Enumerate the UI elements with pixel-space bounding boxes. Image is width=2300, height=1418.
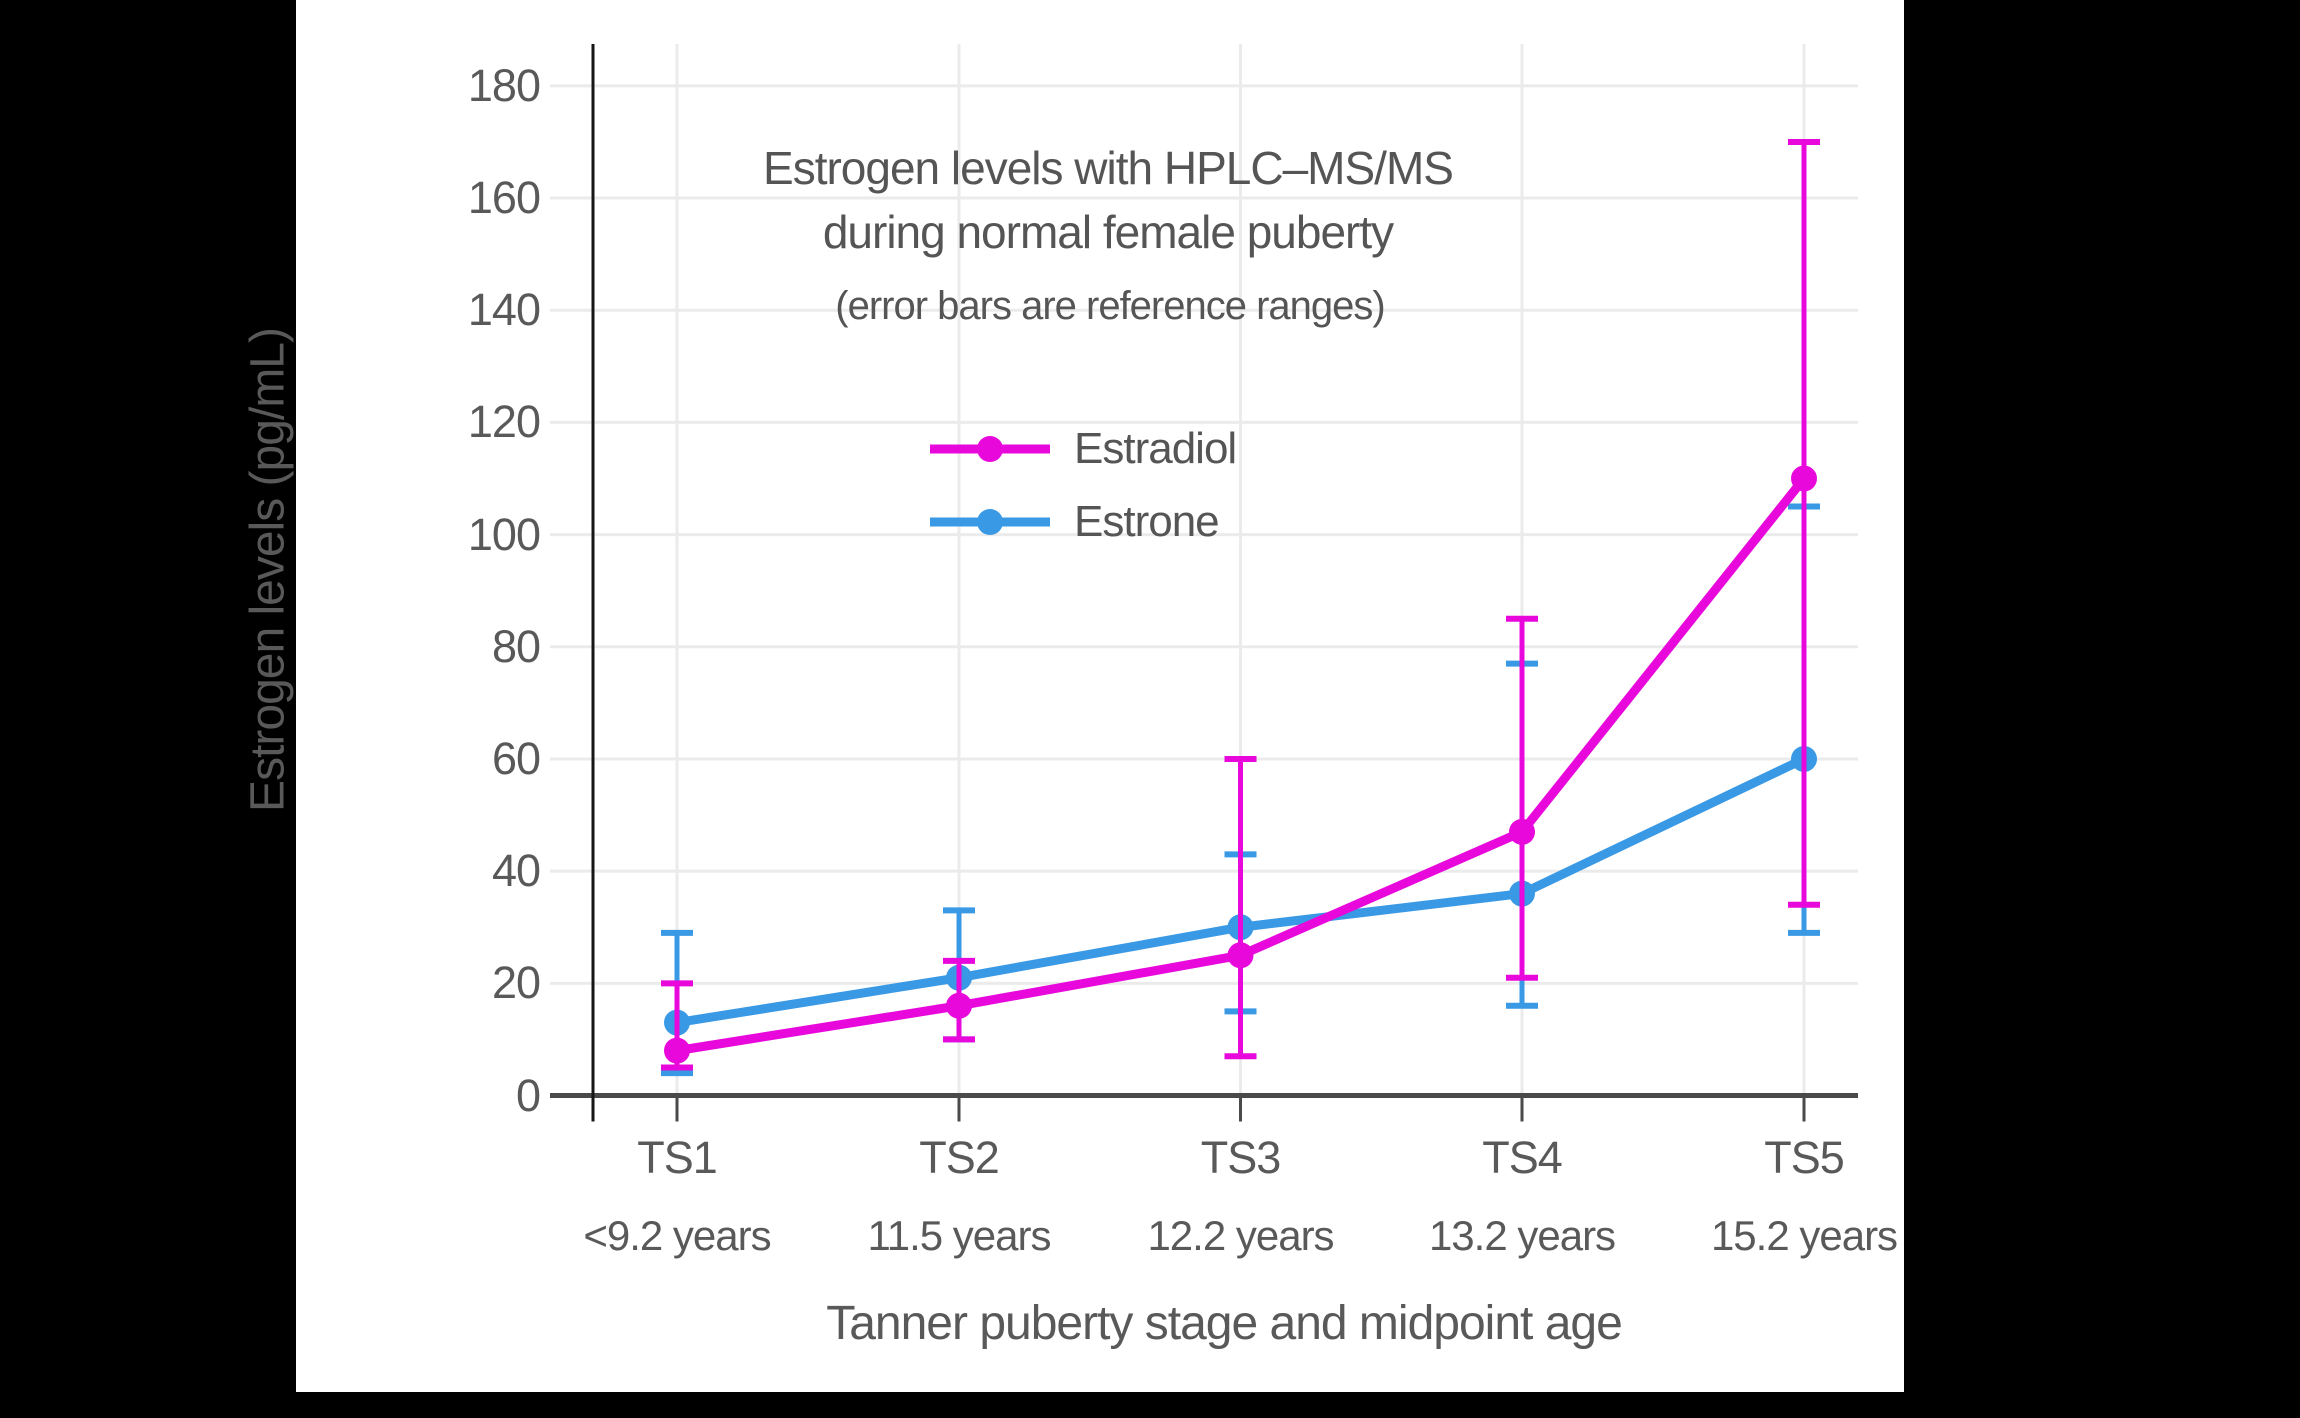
chart-subtitle: (error bars are reference ranges) (835, 284, 1385, 328)
legend: Estradiol Estrone (928, 412, 1237, 558)
chart-title-line2: during normal female puberty (822, 206, 1394, 258)
chart-title: Estrogen levels with HPLC–MS/MS during n… (763, 136, 1454, 264)
y-tick-label: 180 (467, 59, 541, 111)
y-tick-label: 160 (467, 172, 541, 224)
y-tick-label: 0 (515, 1069, 541, 1121)
x-tick-age-label: 15.2 years (1710, 1212, 1898, 1259)
x-tick-label: TS3 (1200, 1132, 1282, 1183)
x-tick-age-label: <9.2 years (583, 1212, 771, 1259)
legend-label-estradiol: Estradiol (1074, 423, 1237, 473)
y-tick-label: 20 (491, 957, 541, 1009)
estradiol-line-marker-icon (930, 435, 1050, 462)
x-axis-title: Tanner puberty stage and midpoint age (826, 1297, 1623, 1350)
y-tick-label: 140 (467, 284, 541, 336)
x-tick-label: TS2 (919, 1132, 1000, 1183)
legend-item-estrone: Estrone (928, 485, 1236, 558)
x-tick-age-label: 12.2 years (1147, 1212, 1334, 1259)
x-tick-age-label: 11.5 years (867, 1212, 1052, 1259)
y-tick-label: 100 (467, 508, 541, 560)
x-tick-label: TS1 (637, 1132, 718, 1183)
x-tick-label: TS4 (1482, 1132, 1563, 1183)
y-tick-label: 80 (491, 620, 541, 672)
legend-label-estrone: Estrone (1074, 496, 1220, 546)
y-tick-label: 120 (467, 396, 541, 448)
chart-title-line1: Estrogen levels with HPLC–MS/MS (763, 142, 1454, 194)
estrone-line-marker-icon (930, 508, 1050, 535)
legend-item-estradiol: Estradiol (928, 412, 1237, 485)
x-tick-label: TS5 (1764, 1132, 1845, 1183)
y-axis-title: Estrogen levels (pg/mL) (241, 328, 295, 812)
y-tick-label: 60 (491, 732, 541, 784)
y-tick-label: 40 (491, 845, 541, 897)
x-tick-age-label: 13.2 years (1428, 1212, 1616, 1259)
